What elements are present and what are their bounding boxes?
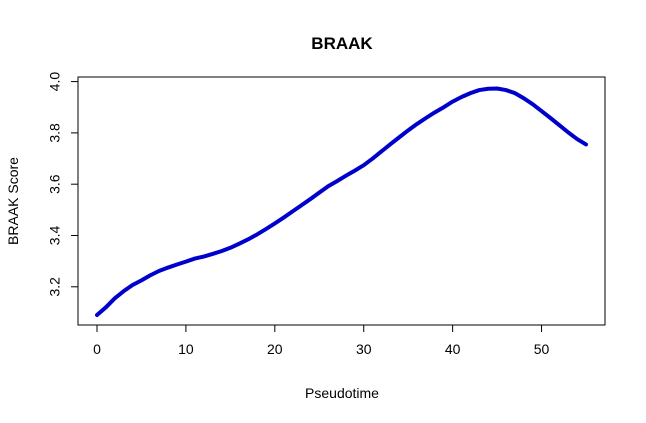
series-line bbox=[95, 86, 588, 317]
y-axis: 3.2 3.4 3.6 3.8 4.0 bbox=[47, 72, 78, 297]
y-tick-label: 4.0 bbox=[47, 72, 63, 92]
y-tick-label: 3.8 bbox=[47, 123, 63, 143]
x-axis-label: Pseudotime bbox=[305, 385, 379, 401]
y-axis-label: BRAAK Score bbox=[5, 157, 21, 245]
x-tick-label: 50 bbox=[534, 341, 550, 357]
x-tick-label: 30 bbox=[356, 341, 372, 357]
x-tick-label: 10 bbox=[178, 341, 194, 357]
x-tick-label: 40 bbox=[445, 341, 461, 357]
chart-title: BRAAK bbox=[311, 34, 373, 53]
x-tick-label: 20 bbox=[267, 341, 283, 357]
y-tick-label: 3.2 bbox=[47, 277, 63, 297]
y-tick-label: 3.6 bbox=[47, 174, 63, 194]
x-tick-label: 0 bbox=[93, 341, 101, 357]
x-axis: 0 10 20 30 40 50 bbox=[93, 325, 550, 357]
series-layer bbox=[95, 86, 588, 317]
plot-frame bbox=[77, 76, 606, 326]
y-tick-label: 3.4 bbox=[47, 226, 63, 246]
